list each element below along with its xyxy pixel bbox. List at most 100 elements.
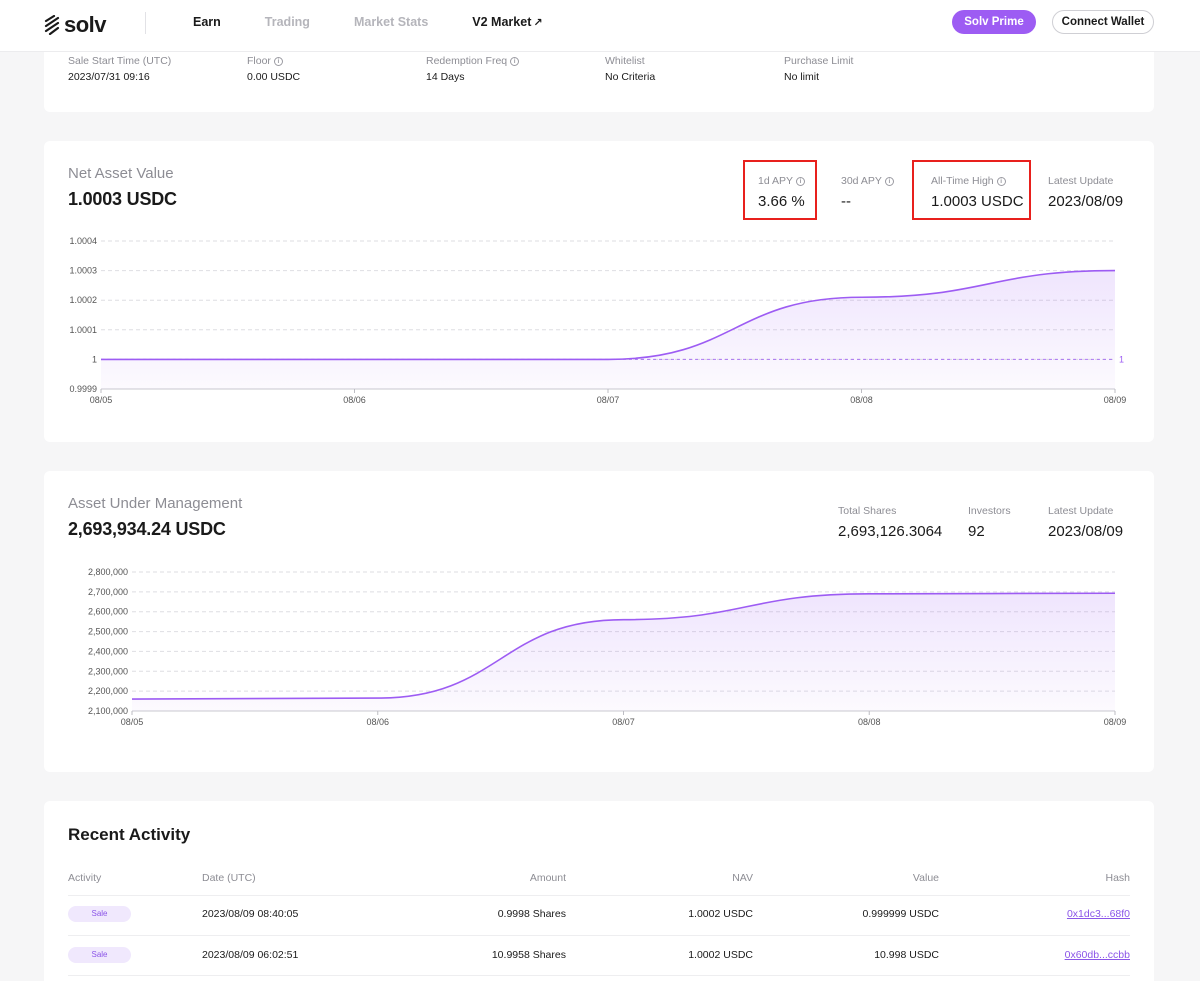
row-divider [68,895,1130,896]
y-tick-label: 1.0002 [69,295,97,305]
info-value: No limit [784,71,820,83]
x-tick-label: 08/09 [1104,717,1127,727]
y-tick-label: 1.0001 [69,325,97,335]
nav-v2-market[interactable]: V2 Market ↗ [472,15,542,29]
row-nav: 1.0002 USDC [688,949,753,961]
info-purchase-limit: Purchase Limit No limit [784,55,853,83]
info-value: No Criteria [605,71,656,83]
nav-v2-market-label: V2 Market [472,15,532,29]
solv-prime-button[interactable]: Solv Prime [952,10,1036,34]
reference-line-label: 1 [1119,354,1124,364]
row-value: 10.998 USDC [874,949,939,961]
x-tick-label: 08/08 [858,717,881,727]
stat-value: 3.66 % [758,193,805,210]
aum-chart: 2,100,000 2,200,000 2,300,000 2,400,000 2,50… [88,567,1127,727]
top-navbar: solv Earn Trading Market Stats V2 Market… [0,0,1200,52]
nav-title: Net Asset Value [68,165,174,182]
activity-title: Recent Activity [68,825,191,844]
nav-value: 1.0003 USDC [68,189,177,209]
y-tick-label: 2,100,000 [88,706,128,716]
nav-trading[interactable]: Trading [264,15,310,29]
info-icon[interactable]: i [796,176,806,186]
y-tick-label: 2,500,000 [88,627,128,637]
col-hash: Hash [1105,872,1130,884]
asset-under-management-card: Asset Under Management 2,693,934.24 USDC… [44,471,1154,772]
row-amount: 0.9998 Shares [497,908,566,920]
y-tick-label: 2,200,000 [88,686,128,696]
series-area [132,593,1115,711]
stat-value: 92 [968,523,985,540]
stat-investors: Investors 92 [968,505,1011,540]
info-value: 14 Days [426,71,465,83]
x-tick-label: 08/08 [850,395,873,405]
x-tick-label: 08/07 [612,717,635,727]
col-value: Value [912,872,939,884]
y-tick-label: 2,300,000 [88,666,128,676]
x-tick-label: 08/06 [343,395,366,405]
x-tick-label: 08/05 [121,717,144,727]
external-link-icon: ↗ [533,17,543,29]
info-value: 0.00 USDC [247,71,301,83]
row-value: 0.999999 USDC [862,908,939,920]
y-tick-label: 2,800,000 [88,567,128,577]
highlight-box-all-time-high [912,160,1031,220]
recent-activity-card: Recent Activity Activity Date (UTC) Amou… [44,801,1154,981]
info-label: Floor i [247,55,300,67]
stat-total-shares: Total Shares 2,693,126.3064 [838,505,942,540]
x-tick-label: 08/05 [90,395,113,405]
aum-value: 2,693,934.24 USDC [68,519,226,539]
stat-value: 2023/08/09 [1048,523,1124,540]
info-icon[interactable]: i [996,176,1006,186]
nav-market-stats[interactable]: Market Stats [353,15,429,29]
series-line [101,269,1116,361]
y-tick-label: 2,600,000 [88,607,128,617]
y-tick-label: 1.0004 [69,236,97,246]
stat-label: Total Shares [838,505,897,517]
info-redemption-freq: Redemption Freq i 14 Days [426,55,520,83]
solv-logo[interactable]: solv [44,12,107,38]
aum-title: Asset Under Management [68,495,243,512]
y-tick-label: 1 [92,354,97,364]
info-label: Redemption Freq i [426,55,520,67]
stat-all-time-high: All-Time High i 1.0003 USDC [931,175,1024,210]
row-divider [68,975,1130,976]
series-line [131,592,1116,700]
stat-value: 2,693,126.3064 [838,523,943,540]
solv-logo-icon [44,15,60,35]
activity-badge: Sale [68,947,131,963]
info-icon[interactable]: i [510,56,520,66]
row-amount: 10.9958 Shares [491,949,566,961]
stat-label: Investors [968,505,1011,517]
info-value: 2023/07/31 09:16 [68,71,150,83]
row-hash-link[interactable]: 0x1dc3...68f0 [1066,908,1130,920]
nav-earn[interactable]: Earn [193,15,221,29]
info-floor: Floor i 0.00 USDC [247,55,300,83]
info-label: Sale Start Time (UTC) [68,55,172,67]
x-tick-label: 08/06 [366,717,389,727]
info-icon[interactable]: i [273,56,283,66]
row-date: 2023/08/09 06:02:51 [202,949,299,961]
col-nav: NAV [732,872,753,884]
info-sale-start: Sale Start Time (UTC) 2023/07/31 09:16 [68,55,171,83]
net-asset-value-card: Net Asset Value 1.0003 USDC 1d APY i 3.66… [44,141,1154,442]
y-tick-label: 0.9999 [69,384,97,394]
row-hash-link[interactable]: 0x60db...ccbb [1064,949,1130,961]
stat-label: 1d APY i [758,175,806,187]
stat-label: All-Time High i [931,175,1024,187]
info-icon[interactable]: i [884,176,894,186]
stat-label: 30d APY i [841,175,894,187]
y-tick-label: 1.0003 [69,266,97,276]
stat-latest-update: Latest Update 2023/08/09 [1048,175,1123,210]
main-nav: Earn Trading Market Stats V2 Market ↗ [193,15,587,29]
info-whitelist: Whitelist No Criteria [605,55,655,83]
stat-label: Latest Update [1048,505,1114,517]
connect-wallet-button[interactable]: Connect Wallet [1052,10,1154,34]
y-tick-label: 2,400,000 [88,646,128,656]
stat-value: 2023/08/09 [1048,193,1124,210]
info-label: Purchase Limit [784,55,854,67]
col-amount: Amount [529,872,566,884]
stat-30d-apy: 30d APY i -- [841,175,894,210]
logo-text: solv [64,12,107,37]
x-tick-label: 08/09 [1104,395,1127,405]
product-info-card: Sale Start Time (UTC) 2023/07/31 09:16 F… [44,40,1154,112]
